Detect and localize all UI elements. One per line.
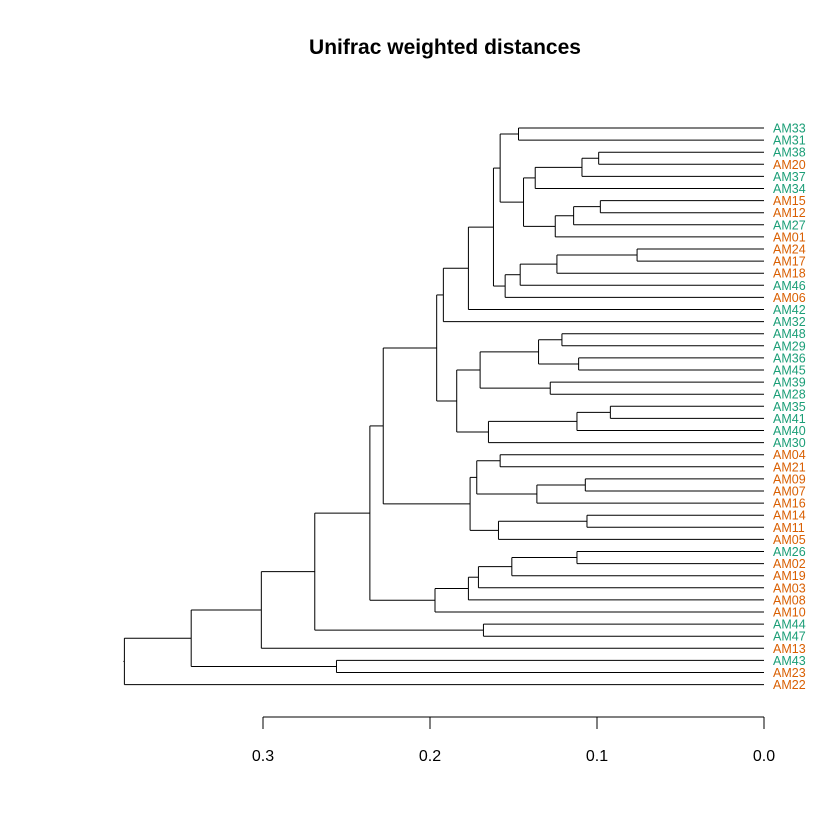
leaf-label: AM45: [773, 364, 806, 378]
leaf-label: AM38: [773, 146, 806, 160]
leaf-label: AM39: [773, 376, 806, 390]
leaf-label: AM47: [773, 630, 806, 644]
axis-tick-label: 0.1: [586, 748, 608, 765]
axis-tick-label: 0.3: [252, 748, 274, 765]
leaf-label: AM44: [773, 618, 806, 632]
axis-tick-label: 0.0: [753, 748, 775, 765]
leaf-label: AM27: [773, 218, 806, 232]
leaf-label: AM23: [773, 666, 806, 680]
leaf-label: AM08: [773, 593, 806, 607]
leaf-label: AM12: [773, 206, 806, 220]
leaf-label: AM42: [773, 303, 806, 317]
leaf-label: AM33: [773, 122, 806, 136]
leaf-label: AM18: [773, 267, 806, 281]
leaf-label: AM01: [773, 230, 806, 244]
leaf-label: AM48: [773, 327, 806, 341]
leaf-label: AM20: [773, 158, 806, 172]
leaf-label: AM41: [773, 412, 806, 426]
leaf-label: AM06: [773, 291, 806, 305]
leaf-label: AM46: [773, 279, 806, 293]
leaf-label: AM07: [773, 485, 806, 499]
leaf-label: AM24: [773, 243, 806, 257]
leaf-label: AM05: [773, 533, 806, 547]
distance-axis: 0.3 0.2 0.1 0.0: [252, 716, 775, 765]
leaf-label: AM26: [773, 545, 806, 559]
leaf-label: AM36: [773, 351, 806, 365]
leaf-label: AM31: [773, 134, 806, 148]
leaf-label: AM10: [773, 606, 806, 620]
leaf-label: AM19: [773, 569, 806, 583]
leaf-label: AM43: [773, 654, 806, 668]
leaf-label: AM32: [773, 315, 806, 329]
leaf-label: AM03: [773, 581, 806, 595]
leaf-label: AM14: [773, 509, 806, 523]
leaf-label: AM15: [773, 194, 806, 208]
dendrogram-tree: [123, 127, 764, 686]
leaf-label: AM13: [773, 642, 806, 656]
leaf-label: AM16: [773, 497, 806, 511]
leaf-label: AM02: [773, 557, 806, 571]
leaf-label: AM21: [773, 460, 806, 474]
leaf-label: AM22: [773, 678, 806, 692]
leaf-label: AM40: [773, 424, 806, 438]
leaf-label: AM29: [773, 339, 806, 353]
leaf-label: AM35: [773, 400, 806, 414]
leaf-label: AM28: [773, 388, 806, 402]
axis-tick-label: 0.2: [419, 748, 441, 765]
leaf-label: AM17: [773, 255, 806, 269]
leaf-label: AM37: [773, 170, 806, 184]
leaf-label: AM09: [773, 472, 806, 486]
leaf-label: AM30: [773, 436, 806, 450]
leaf-label: AM34: [773, 182, 806, 196]
leaf-label: AM11: [773, 521, 805, 535]
leaf-labels: AM33AM31AM38AM20AM37AM34AM15AM12AM27AM01…: [773, 122, 806, 693]
chart-title: Unifrac weighted distances: [309, 36, 581, 59]
leaf-label: AM04: [773, 448, 806, 462]
